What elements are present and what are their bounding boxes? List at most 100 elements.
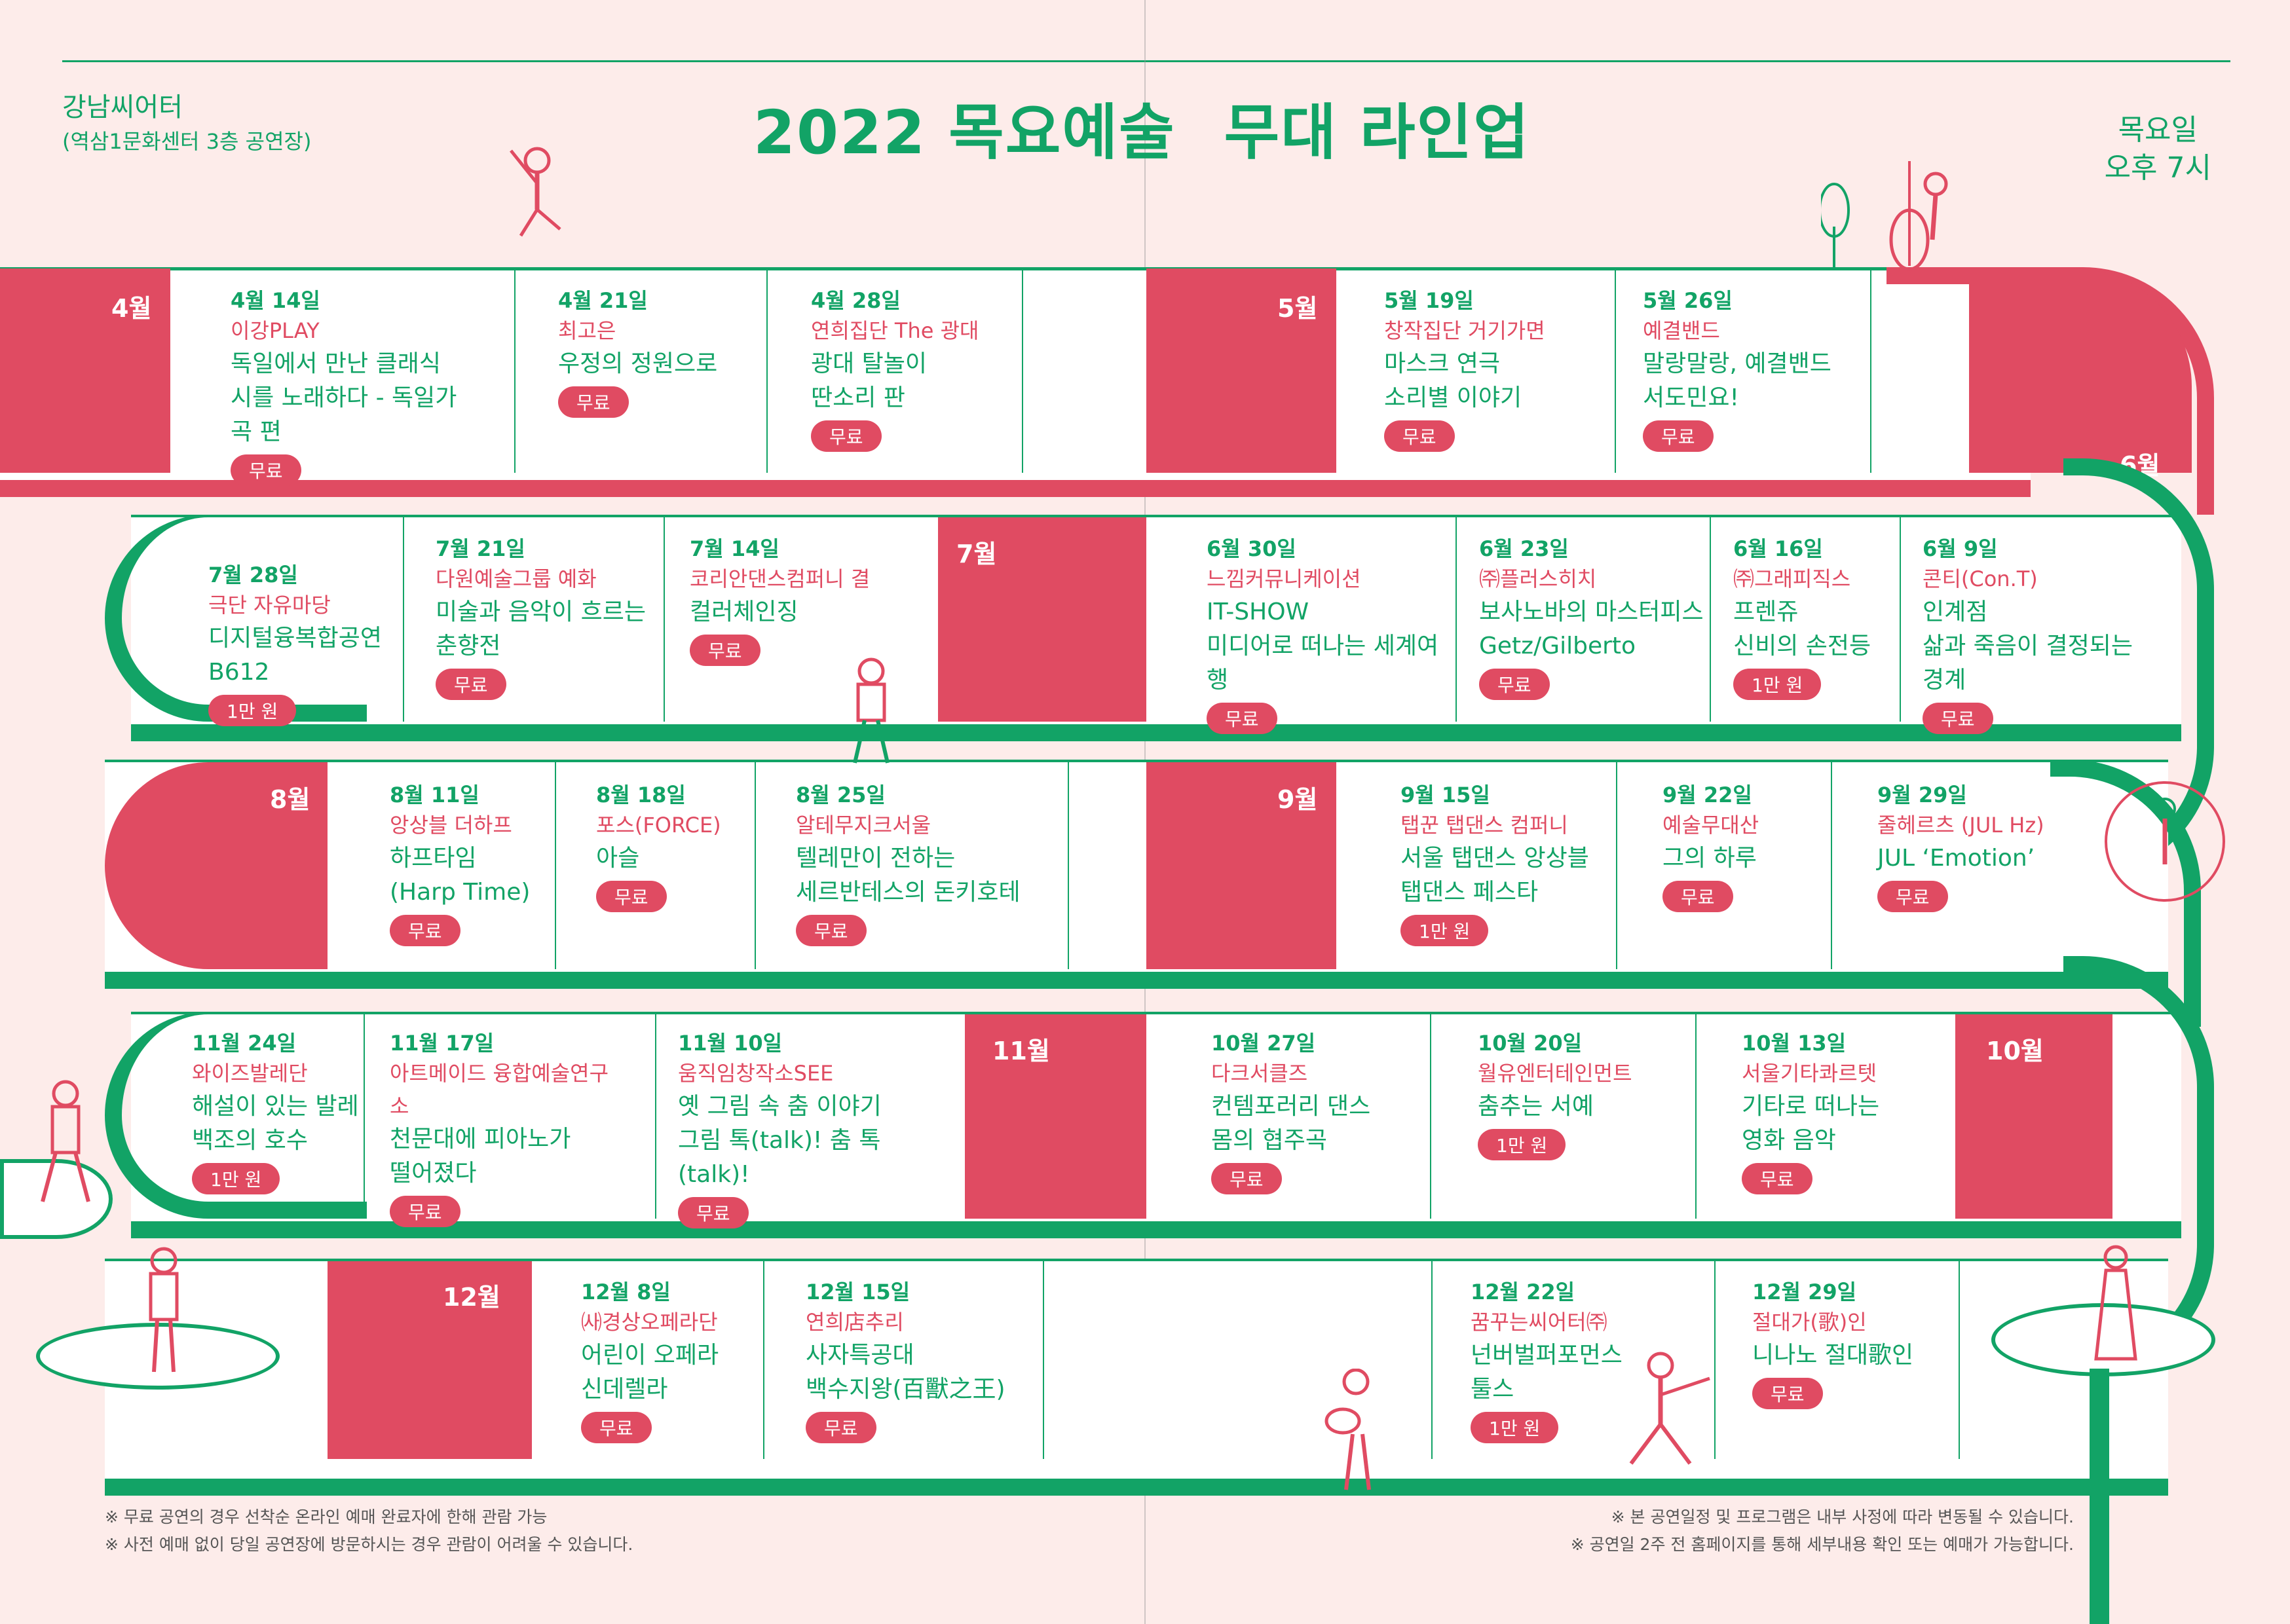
jumping-figure-icon — [510, 147, 561, 237]
event-date: 5월 19일 — [1384, 288, 1474, 313]
month-label-apr: 4월 — [111, 294, 152, 323]
venue-detail: (역삼1문화센터 3층 공연장) — [62, 129, 312, 154]
event-group: 포스(FORCE) — [596, 813, 721, 838]
event-group: 절대가(歌)인 — [1752, 1310, 1867, 1335]
divider — [1900, 517, 1901, 722]
price-badge: 무료 — [390, 915, 460, 946]
event-title: 프렌쥬 — [1733, 599, 1799, 625]
event-group: 와이즈발레단 — [192, 1061, 308, 1086]
event-title: 서울 탭댄스 앙상블 — [1400, 845, 1589, 872]
hanbok-figure-icon — [2094, 1245, 2137, 1361]
event-card: 8월 11일 앙상블 더하프 하프타임 (Harp Time) 무료 — [390, 781, 626, 946]
violinist-icon — [149, 1247, 179, 1373]
price-badge: 무료 — [678, 1197, 749, 1228]
event-card: 11월 24일 와이즈발레단 해설이 있는 발레 백조의 호수 1만 원 — [192, 1029, 428, 1194]
price-badge: 무료 — [1742, 1163, 1812, 1194]
event-group: 앙상블 더하프 — [390, 813, 512, 838]
month-label-may: 5월 — [1277, 294, 1318, 323]
price-badge: 1만 원 — [1733, 669, 1822, 700]
title-right: 무대 라인업 — [1224, 98, 1530, 168]
event-group: 다원예술그룹 예화 — [436, 566, 597, 591]
event-subtitle: 미디어로 떠나는 세계여행 — [1207, 633, 1439, 693]
event-title: 춤추는 서예 — [1478, 1093, 1594, 1120]
month-label-dec: 12월 — [443, 1283, 500, 1312]
event-title: JUL ‘Emotion’ — [1877, 845, 2035, 872]
month-block-dec — [328, 1261, 532, 1459]
divider — [755, 762, 756, 969]
divider — [403, 517, 404, 722]
event-title: 광대 탈놀이 — [811, 350, 928, 377]
price-badge: 무료 — [1662, 881, 1733, 912]
event-title: 니나노 절대歌인 — [1752, 1342, 1914, 1369]
event-title: 어린이 오페라 — [581, 1342, 719, 1369]
event-card: 6월 16일 ㈜그래피직스 프렌쥬 신비의 손전등 1만 원 — [1733, 535, 1969, 700]
event-group: 최고은 — [558, 318, 616, 343]
event-subtitle: 신비의 손전등 — [1733, 633, 1871, 659]
event-card: 12월 15일 연희店추리 사자특공대 백수지왕(百獸之王) 무료 — [806, 1278, 1042, 1443]
note-left-2: ※ 사전 예매 없이 당일 공연장에 방문하시는 경우 관람이 어려울 수 있습… — [105, 1535, 633, 1554]
divider — [1710, 517, 1711, 722]
event-subtitle: 삶과 죽음이 결정되는 경계 — [1923, 633, 2133, 693]
divider — [364, 1014, 365, 1219]
event-card: 5월 26일 예결밴드 말랑말랑, 예결밴드 서도민요! 무료 — [1643, 287, 1879, 452]
event-date: 10월 27일 — [1211, 1031, 1316, 1056]
event-subtitle: Getz/Gilberto — [1479, 633, 1636, 659]
price-badge: 1만 원 — [192, 1163, 280, 1194]
event-group: 연희店추리 — [806, 1310, 904, 1335]
row2-band — [131, 515, 2181, 741]
event-group: ㈜그래피직스 — [1733, 566, 1851, 591]
header-rule — [62, 60, 2230, 62]
price-badge: 1만 원 — [208, 695, 297, 726]
notes-right: ※ 본 공연일정 및 프로그램은 내부 사정에 따라 변동될 수 있습니다. ※… — [1559, 1504, 2074, 1559]
event-subtitle: 춘향전 — [436, 633, 501, 659]
event-card: 9월 22일 예술무대산 그의 하루 무료 — [1662, 781, 1898, 912]
event-subtitle: 탭댄스 페스타 — [1400, 879, 1539, 906]
event-date: 11월 17일 — [390, 1031, 495, 1056]
event-card: 7월 28일 극단 자유마당 디지털융복합공연 B612 1만 원 — [208, 561, 444, 726]
event-group: 움직임창작소SEE — [678, 1061, 834, 1086]
event-title: 미술과 음악이 흐르는 — [436, 599, 646, 625]
event-card: 12월 8일 ㈔경상오페라단 어린이 오페라 신데렐라 무료 — [581, 1278, 817, 1443]
divider — [1616, 762, 1617, 969]
month-block-nov — [965, 1014, 1146, 1219]
event-card: 10월 13일 서울기타콰르텟 기타로 떠나는 영화 음악 무료 — [1742, 1029, 1978, 1194]
event-card: 6월 9일 콘티(Con.T) 인계점 삶과 죽음이 결정되는 경계 무료 — [1923, 535, 2158, 734]
price-badge: 무료 — [1877, 881, 1948, 912]
event-date: 4월 28일 — [811, 288, 901, 313]
event-title: 마스크 연극 — [1384, 350, 1501, 377]
event-date: 11월 24일 — [192, 1031, 297, 1056]
event-subtitle: (Harp Time) — [390, 879, 531, 906]
event-date: 5월 26일 — [1643, 288, 1733, 313]
price-badge: 무료 — [1479, 669, 1550, 700]
event-subtitle: 세르반테스의 돈키호테 — [796, 879, 1021, 906]
row3-band — [105, 760, 2168, 989]
event-subtitle: 서도민요! — [1643, 384, 1739, 411]
event-title: IT-SHOW — [1207, 599, 1309, 625]
event-date: 12월 29일 — [1752, 1280, 1857, 1304]
event-subtitle: 영화 음악 — [1742, 1127, 1836, 1154]
event-card: 10월 27일 다크서클즈 컨템포러리 댄스 몸의 협주곡 무료 — [1211, 1029, 1447, 1194]
event-date: 12월 8일 — [581, 1280, 671, 1304]
divider — [1430, 1014, 1431, 1219]
event-date: 6월 9일 — [1923, 536, 1998, 561]
event-card: 8월 18일 포스(FORCE) 아슬 무료 — [596, 781, 832, 912]
event-date: 10월 13일 — [1742, 1031, 1847, 1056]
month-block-apr — [0, 268, 170, 473]
event-date: 6월 23일 — [1479, 536, 1569, 561]
event-card: 4월 28일 연희집단 The 광대 광대 탈놀이 딴소리 판 무료 — [811, 287, 1047, 452]
divider — [655, 1014, 656, 1219]
venue-name: 강남씨어터 — [62, 92, 183, 122]
note-right-2: ※ 공연일 2주 전 홈페이지를 통해 세부내용 확인 또는 예매가 가능합니다… — [1570, 1535, 2074, 1554]
hat-waving-figure-icon — [41, 1080, 90, 1202]
row1-band — [0, 267, 2031, 497]
event-group: 예술무대산 — [1662, 813, 1759, 838]
event-group: 아트메이드 융합예술연구소 — [390, 1061, 609, 1118]
event-subtitle: 백조의 호수 — [192, 1127, 309, 1154]
event-date: 7월 14일 — [690, 536, 779, 561]
month-label-oct: 10월 — [1986, 1037, 2044, 1065]
month-block-sep — [1146, 762, 1336, 969]
event-subtitle: 소리별 이야기 — [1384, 384, 1522, 411]
event-group: 코리안댄스컴퍼니 결 — [690, 566, 871, 591]
event-card: 4월 21일 최고은 우정의 정원으로 무료 — [558, 287, 794, 418]
